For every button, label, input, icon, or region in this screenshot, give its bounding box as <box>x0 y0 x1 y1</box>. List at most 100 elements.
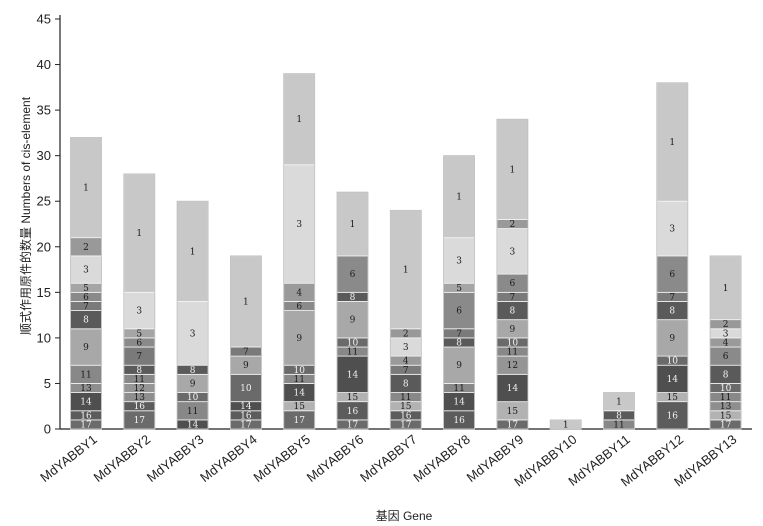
segment-label: 2 <box>403 329 409 339</box>
bar-segment <box>176 301 209 366</box>
bar-segment <box>229 255 262 348</box>
bar-outline <box>176 200 209 430</box>
segment-label: 1 <box>296 115 302 125</box>
segment-label: 13 <box>134 393 146 403</box>
segment-label: 8 <box>136 366 142 376</box>
segment-label: 16 <box>240 411 252 421</box>
segment-label: 5 <box>136 329 142 339</box>
segment-label: 1 <box>616 398 622 408</box>
segment-label: 3 <box>83 266 89 276</box>
segment-label: 4 <box>403 357 409 367</box>
segment-label: 10 <box>667 357 679 367</box>
segment-label: 9 <box>190 379 196 389</box>
category-label-group: MdYABBY8 <box>410 432 473 485</box>
segment-label: 15 <box>400 402 412 412</box>
segment-label: 16 <box>667 411 679 421</box>
y-tick-label: 0 <box>44 422 51 437</box>
segment-label: 8 <box>510 307 516 317</box>
bar-outline <box>123 173 156 430</box>
segment-label: 16 <box>347 407 359 417</box>
category-label-group: MdYABBY7 <box>357 432 420 485</box>
bar-outline <box>549 419 582 430</box>
segment-label: 7 <box>83 302 89 312</box>
segment-label: 15 <box>507 407 519 417</box>
bar-segment <box>656 82 689 202</box>
bar-outline <box>496 118 529 430</box>
y-tick-label: 25 <box>37 194 51 209</box>
bar-segment <box>656 364 689 393</box>
segment-label: 9 <box>669 334 675 344</box>
segment-label: 12 <box>134 384 145 394</box>
segment-label: 3 <box>296 220 302 230</box>
segment-label: 1 <box>723 284 729 294</box>
segment-label: 11 <box>453 384 464 394</box>
segment-label: 10 <box>187 393 199 403</box>
segment-label: 4 <box>296 288 302 298</box>
segment-label: 15 <box>667 393 679 403</box>
bar-segment <box>443 155 476 239</box>
bar-segment <box>443 237 476 284</box>
segment-label: 16 <box>134 402 146 412</box>
bar-outline <box>656 82 689 430</box>
segment-label: 3 <box>510 247 516 257</box>
bar-outline <box>336 191 369 430</box>
segment-label: 5 <box>83 284 89 294</box>
segment-label: 9 <box>296 334 302 344</box>
segment-label: 14 <box>507 384 519 394</box>
segment-label: 3 <box>723 329 729 339</box>
segment-label: 11 <box>80 370 91 380</box>
segment-label: 8 <box>350 293 356 303</box>
segment-label: 10 <box>720 384 732 394</box>
category-label: MdYABBY3 <box>144 432 207 485</box>
segment-label: 10 <box>293 366 305 376</box>
segment-label: 7 <box>669 293 675 303</box>
segment-label: 3 <box>190 329 196 339</box>
segment-label: 17 <box>720 420 732 430</box>
category-label: MdYABBY6 <box>304 432 367 485</box>
segment-label: 8 <box>723 370 729 380</box>
segment-label: 1 <box>243 297 249 307</box>
bar-outline <box>709 255 742 430</box>
segment-label: 1 <box>83 184 89 194</box>
segment-label: 8 <box>669 307 675 317</box>
segment-label: 8 <box>456 338 462 348</box>
segment-label: 11 <box>293 375 304 385</box>
y-axis-title: 顺式作用原件的数量 Numbers of cis-element <box>18 96 33 335</box>
segment-label: 11 <box>507 348 518 358</box>
segment-label: 14 <box>453 398 465 408</box>
segment-label: 15 <box>347 393 359 403</box>
bar-outline <box>229 255 262 430</box>
segment-label: 17 <box>400 420 412 430</box>
segment-label: 7 <box>243 348 249 358</box>
y-tick-label: 10 <box>37 330 51 345</box>
segment-label: 17 <box>347 420 359 430</box>
segment-label: 9 <box>456 361 462 371</box>
segment-label: 3 <box>403 343 409 353</box>
y-tick-label: 40 <box>37 57 51 72</box>
bar-outline <box>443 155 476 430</box>
category-label-group: MdYABBY6 <box>304 432 367 485</box>
segment-label: 10 <box>240 384 252 394</box>
segment-label: 3 <box>669 225 675 235</box>
bar-segment <box>496 373 529 403</box>
bar-segment <box>70 328 102 366</box>
segment-label: 11 <box>400 393 411 403</box>
segment-label: 10 <box>507 338 519 348</box>
segment-label: 6 <box>136 338 142 348</box>
category-label: MdYABBY1 <box>37 432 100 485</box>
bar-outline <box>603 392 635 430</box>
segment-label: 9 <box>350 316 356 326</box>
segment-label: 15 <box>293 402 305 412</box>
segment-label: 11 <box>720 393 731 403</box>
plot-area: 051015202530354045171614131198765321MdYA… <box>37 12 752 489</box>
y-tick-label: 35 <box>37 103 51 118</box>
y-tick-label: 5 <box>44 376 51 391</box>
segment-label: 7 <box>510 293 516 303</box>
segment-label: 15 <box>720 411 732 421</box>
segment-label: 7 <box>456 329 462 339</box>
segment-label: 17 <box>507 420 519 430</box>
segment-label: 3 <box>136 307 142 317</box>
bar-outline <box>70 137 102 430</box>
y-tick-label: 20 <box>37 239 51 254</box>
